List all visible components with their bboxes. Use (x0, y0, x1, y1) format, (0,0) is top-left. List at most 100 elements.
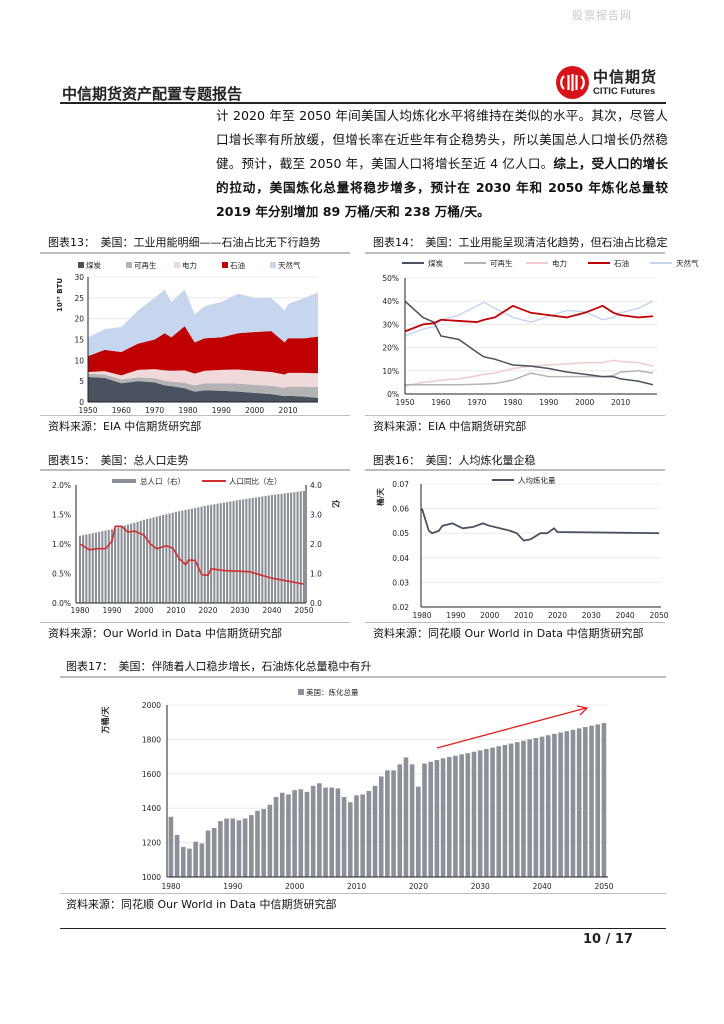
figure-14-chart: 0% 10% 20% 30% 40% 50% 1950 1960 1970 1980 1990 200… (365, 255, 699, 417)
line-renewable (405, 370, 654, 386)
refining-bar (360, 794, 365, 877)
legend-swatch (298, 689, 304, 695)
area-gas (88, 289, 318, 357)
y-tick-label: 0.06 (392, 505, 409, 514)
y-tick-label: 1000 (142, 873, 161, 882)
population-bar (82, 535, 85, 603)
population-bar (238, 499, 241, 603)
population-bar (299, 491, 302, 603)
refining-bar (180, 846, 186, 877)
population-bar (277, 494, 280, 603)
population-bar (104, 530, 107, 603)
y-tick-label: 0.04 (392, 554, 409, 563)
y-tick-label: 20% (382, 344, 399, 353)
header-divider (60, 102, 666, 104)
refining-bar (261, 809, 266, 877)
figure-17-chart: 1000 1200 1400 1600 1800 2000 1980 1990 2000 2010… (60, 680, 650, 892)
chart-svg: 1000 1200 1400 1600 1800 2000 1980 1990 2000 2010… (100, 687, 614, 891)
y-tick-label: 1.0 (310, 570, 322, 579)
population-bar (158, 515, 161, 603)
refining-bar (341, 797, 347, 877)
x-tick-label: 2020 (548, 611, 567, 620)
y-tick-label: 0.5% (52, 570, 71, 579)
refining-bar (267, 804, 273, 877)
y-tick-label: 5 (79, 377, 84, 386)
growth-line (79, 525, 305, 585)
refining-bar (174, 834, 180, 877)
figure-14-rule (365, 252, 665, 254)
y-tick-label: 1600 (142, 770, 161, 779)
population-bar (85, 534, 88, 603)
population-bar (296, 491, 299, 603)
population-bar (139, 520, 142, 603)
x-tick-label: 2030 (230, 606, 249, 615)
watermark: 股票报告网 (572, 9, 632, 22)
refining-bar (490, 747, 495, 877)
refining-bar (323, 787, 328, 877)
legend-swatch (78, 262, 84, 268)
y-axis-label-right: 亿 (331, 500, 341, 508)
figure-16-rule-bottom (365, 622, 665, 623)
citic-logo-mark (556, 66, 589, 99)
refining-bar (385, 770, 390, 877)
population-bar (229, 501, 232, 603)
legend-label: 可再生 (490, 258, 513, 268)
y-tick-label: 0.0 (310, 599, 322, 608)
population-bar (101, 531, 104, 603)
x-tick-label: 1970 (467, 398, 486, 407)
population-bar (162, 515, 165, 603)
population-bar (168, 513, 171, 603)
population-bar (98, 531, 101, 603)
figure-15-title: 图表15： 美国：总人口走势 (48, 454, 189, 467)
population-bar (197, 507, 200, 603)
population-bar (280, 493, 283, 603)
population-bar (133, 522, 136, 603)
area-coal (88, 377, 318, 402)
y-tick-label: 0 (79, 398, 84, 407)
population-bar (91, 533, 94, 603)
x-tick-label: 2030 (471, 882, 490, 891)
figure-15-rule-bottom (40, 622, 350, 623)
line-coal (404, 300, 654, 386)
line-oil (404, 304, 654, 333)
refining-bar (298, 789, 304, 877)
figure-17-rule (60, 676, 666, 678)
figure-13-source: 资料来源：EIA 中信期货研究部 (48, 420, 202, 433)
figure-15-source: 资料来源：Our World in Data 中信期货研究部 (48, 627, 282, 640)
line-gas (404, 300, 654, 337)
population-bar (283, 493, 286, 603)
population-bar (245, 498, 248, 603)
refining-bar (286, 794, 291, 877)
refining-bar (292, 790, 297, 877)
x-tick-label: 1980 (161, 882, 180, 891)
figure-16-source: 资料来源：同花顺 Our World in Data 中信期货研究部 (373, 627, 644, 640)
legend-swatch (222, 262, 228, 268)
refining-bar (558, 732, 563, 877)
line-electricity (404, 359, 654, 387)
refining-bar (347, 802, 353, 877)
population-bar (142, 519, 145, 603)
legend-label: 天然气 (676, 258, 699, 268)
figure-17-source: 资料来源：同花顺 Our World in Data 中信期货研究部 (66, 898, 337, 911)
refining-bar (391, 770, 396, 877)
refining-bar (255, 810, 260, 877)
refining-bar (465, 753, 471, 877)
refining-bar (329, 787, 335, 877)
body-paragraph: 计 2020 年至 2050 年间美国人均炼化水平将维持在类似的水平。其次，尽管… (216, 104, 668, 224)
refining-bar (428, 761, 433, 877)
population-bar (210, 504, 213, 603)
x-tick-label: 2050 (594, 882, 613, 891)
y-tick-label: 30% (382, 320, 399, 329)
x-tick-label: 2000 (480, 611, 499, 620)
y-tick-label: 0.05 (392, 529, 409, 538)
x-tick-label: 2050 (649, 611, 668, 620)
y-axis-label: 桶/天 (375, 488, 385, 506)
area-electricity (88, 369, 318, 388)
population-bar (136, 521, 139, 603)
x-tick-label: 2010 (514, 611, 533, 620)
population-bar (248, 498, 251, 603)
logo-text-en: CITIC Futures (593, 86, 656, 97)
y-tick-label: 1800 (142, 735, 161, 744)
x-tick-label: 1990 (446, 611, 465, 620)
y-tick-label: 4.0 (310, 481, 322, 490)
